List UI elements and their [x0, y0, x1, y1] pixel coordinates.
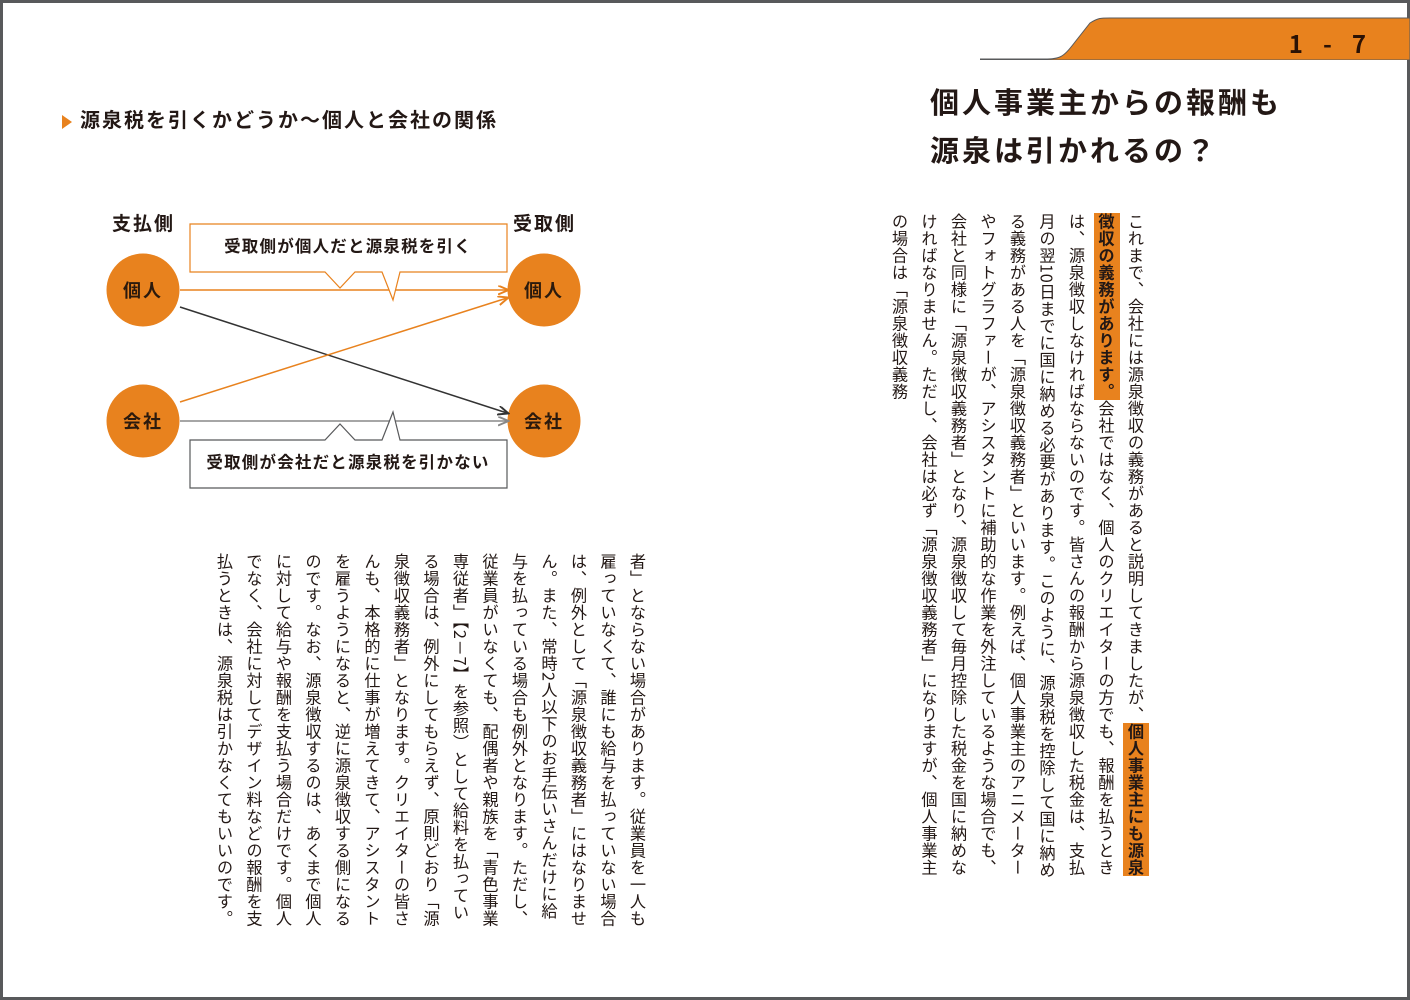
svg-text:支払側: 支払側 [112, 210, 175, 236]
svg-text:会社: 会社 [524, 408, 564, 434]
svg-text:受取側が個人だと源泉税を引く: 受取側が個人だと源泉税を引く [224, 233, 472, 257]
svg-text:受取側: 受取側 [513, 210, 576, 236]
svg-text:個人: 個人 [524, 277, 564, 303]
svg-text:個人: 個人 [123, 277, 163, 303]
svg-text:受取側が会社だと源泉税を引かない: 受取側が会社だと源泉税を引かない [206, 449, 489, 473]
svg-text:会社: 会社 [123, 408, 163, 434]
